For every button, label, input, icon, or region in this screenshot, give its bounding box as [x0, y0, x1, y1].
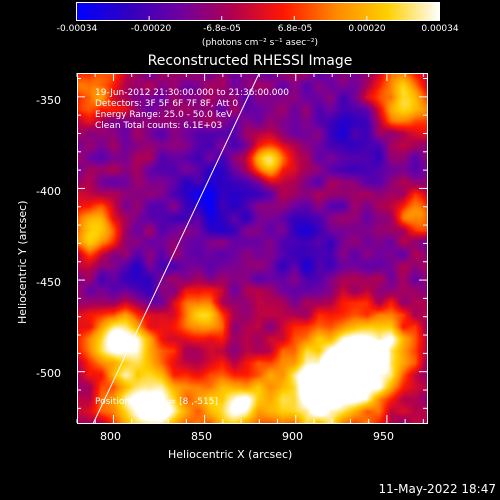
colorbar-tick-label: -0.00020	[130, 24, 172, 34]
plot-area: 19-Jun-2012 21:30:00.000 to 21:36:00.000…	[77, 73, 427, 423]
colorbar-tick-label: 0.00034	[421, 24, 459, 34]
info-detectors: Detectors: 3F 5F 6F 7F 8F, Att 0	[95, 99, 239, 109]
timestamp: 11-May-2022 18:47	[378, 482, 496, 496]
x-tick-label: 800	[100, 430, 121, 443]
limb-line	[92, 73, 260, 423]
x-tick-label: 950	[373, 430, 394, 443]
colorbar-units: (photons cm⁻² s⁻¹ asec⁻²)	[201, 38, 319, 48]
colorbar-tick-label: 0.00020	[348, 24, 386, 34]
info-peak: Position of Peak = [8 ,-515]	[95, 397, 218, 407]
x-tick-label: 900	[282, 430, 303, 443]
x-axis-label: Heliocentric X (arcsec)	[168, 448, 293, 461]
y-tick-label: -350	[36, 94, 61, 107]
y-tick-label: -450	[36, 276, 61, 289]
plot-overlay	[92, 73, 260, 423]
heatmap-image	[77, 73, 427, 423]
info-energy: Energy Range: 25.0 - 50.0 keV	[95, 110, 233, 120]
colorbar-tick-label: -6.8e-05	[203, 24, 241, 34]
y-axis-label: Heliocentric Y (arcsec)	[16, 200, 29, 324]
info-time: 19-Jun-2012 21:30:00.000 to 21:36:00.000	[95, 88, 289, 98]
x-tick-label: 850	[191, 430, 212, 443]
colorbar-tick-label: 6.8e-05	[277, 24, 313, 34]
colorbar	[76, 2, 440, 21]
y-tick-label: -400	[36, 185, 61, 198]
chart-title: Reconstructed RHESSI Image	[147, 53, 353, 69]
y-tick-label: -500	[36, 367, 61, 380]
info-method: Clean Total counts: 6.1E+03	[95, 121, 223, 131]
colorbar-tick-label: -0.00034	[56, 24, 98, 34]
